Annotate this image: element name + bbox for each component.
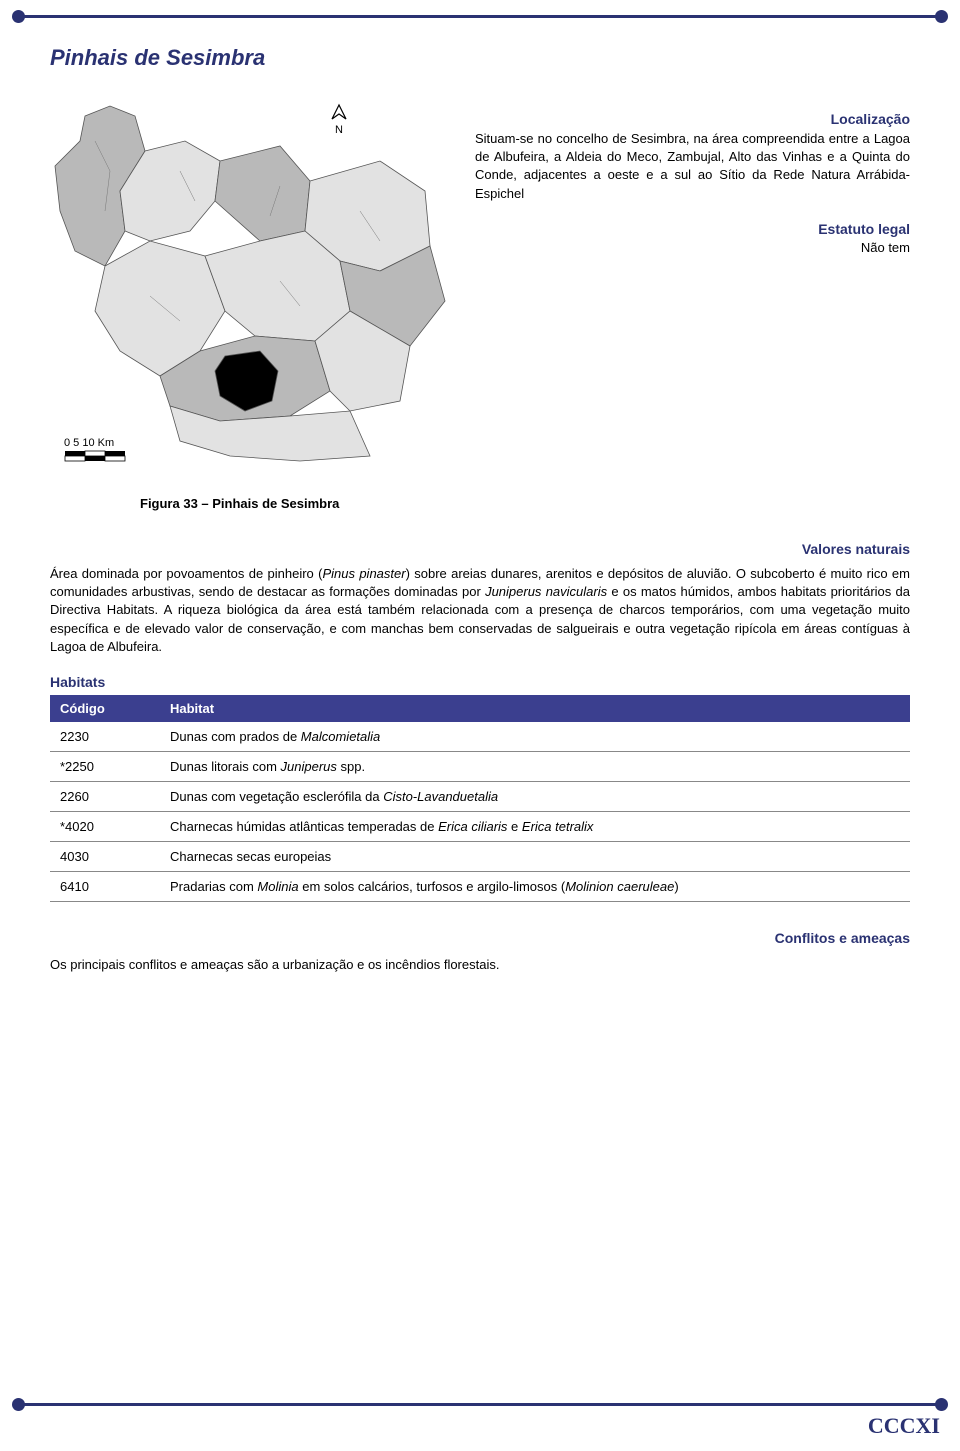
page-number: CCCXI [868,1413,940,1439]
valores-species-2: Juniperus navicularis [485,584,607,599]
cell-code: *2250 [50,751,160,781]
estatuto-heading: Estatuto legal [475,221,910,237]
north-arrow-icon: N [332,105,346,136]
cell-code: 6410 [50,871,160,901]
scale-label: 0 5 10 Km [64,437,114,449]
table-row: 2260Dunas com vegetação esclerófila da C… [50,781,910,811]
map-and-info-section: N 0 5 10 Km Localização Situam-se no con… [50,101,910,471]
table-row: *2250Dunas litorais com Juniperus spp. [50,751,910,781]
cell-code: 4030 [50,841,160,871]
col-habitat: Habitat [160,695,910,722]
localizacao-text: Situam-se no concelho de Sesimbra, na ár… [475,130,910,203]
cell-habitat: Dunas com vegetação esclerófila da Cisto… [160,781,910,811]
cell-habitat: Dunas com prados de Malcomietalia [160,722,910,752]
bottom-rule [15,1403,945,1406]
valores-text: Área dominada por povoamentos de pinheir… [50,565,910,656]
map-figure: N 0 5 10 Km [50,101,450,471]
col-codigo: Código [50,695,160,722]
valores-text-pre: Área dominada por povoamentos de pinheir… [50,566,322,581]
table-row: *4020Charnecas húmidas atlânticas temper… [50,811,910,841]
figure-caption: Figura 33 – Pinhais de Sesimbra [140,496,910,511]
map-svg: N 0 5 10 Km [50,101,450,471]
page-title: Pinhais de Sesimbra [50,45,910,71]
cell-habitat: Charnecas secas europeias [160,841,910,871]
table-header-row: Código Habitat [50,695,910,722]
estatuto-value: Não tem [475,240,910,255]
valores-species-1: Pinus pinaster [322,566,405,581]
cell-code: 2230 [50,722,160,752]
valores-heading: Valores naturais [50,541,910,557]
page-content: Pinhais de Sesimbra [50,45,910,992]
table-row: 2230Dunas com prados de Malcomietalia [50,722,910,752]
table-row: 4030Charnecas secas europeias [50,841,910,871]
conflitos-text: Os principais conflitos e ameaças são a … [50,956,910,974]
cell-habitat: Pradarias com Molinia em solos calcários… [160,871,910,901]
cell-code: *4020 [50,811,160,841]
scale-bar: 0 5 10 Km [64,437,125,461]
top-rule [15,15,945,18]
conflitos-heading: Conflitos e ameaças [50,930,910,946]
localizacao-heading: Localização [475,111,910,127]
cell-habitat: Charnecas húmidas atlânticas temperadas … [160,811,910,841]
habitats-heading: Habitats [50,674,910,690]
table-row: 6410Pradarias com Molinia em solos calcá… [50,871,910,901]
side-info: Localização Situam-se no concelho de Ses… [475,101,910,471]
habitats-table: Código Habitat 2230Dunas com prados de M… [50,695,910,902]
cell-code: 2260 [50,781,160,811]
cell-habitat: Dunas litorais com Juniperus spp. [160,751,910,781]
north-label: N [335,124,343,136]
